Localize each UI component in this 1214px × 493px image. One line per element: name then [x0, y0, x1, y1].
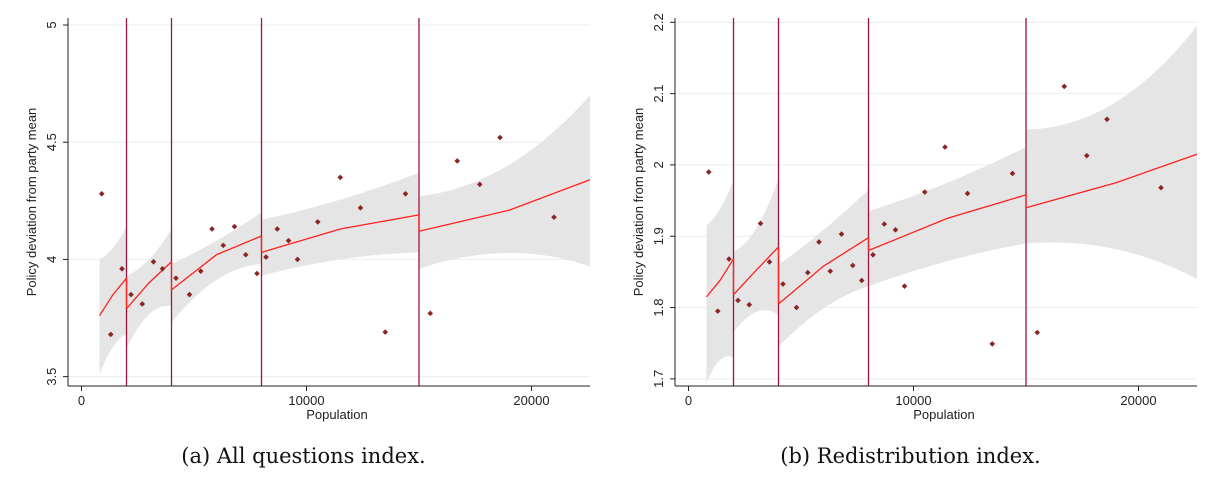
- data-point-18: [294, 256, 301, 263]
- y-axis-title: Policy deviation from party mean: [631, 108, 646, 297]
- y-tick-label-1: 4: [44, 256, 59, 263]
- x-tick-label-1: 10000: [288, 393, 324, 408]
- data-point-22: [382, 329, 389, 335]
- data-point-22: [989, 341, 996, 347]
- data-point-0: [705, 169, 712, 175]
- x-tick-label-0: 0: [78, 393, 85, 408]
- confidence-band-segment-2: [171, 212, 262, 323]
- data-point-0: [98, 190, 105, 197]
- data-point-16: [274, 226, 281, 232]
- y-tick-label-4: 2.1: [651, 85, 666, 103]
- data-point-25: [454, 158, 461, 164]
- y-tick-label-1: 1.8: [651, 299, 666, 317]
- y-axis-title: Policy deviation from party mean: [24, 108, 39, 297]
- data-point-26: [476, 181, 483, 188]
- y-tick-label-3: 5: [44, 21, 59, 28]
- confidence-band-segment-4: [1026, 25, 1197, 280]
- y-tick-label-0: 3.5: [44, 368, 59, 386]
- data-point-7: [173, 275, 179, 281]
- data-point-26: [1083, 152, 1090, 159]
- data-point-27: [497, 134, 503, 141]
- chart-redistribution: 0 10000 20000 1.7 1.8 1.9 2 2.1 2.2 Population Pol…: [631, 13, 1198, 422]
- data-point-6: [159, 266, 166, 272]
- x-tick-label-0: 0: [685, 393, 692, 408]
- data-point-4: [139, 301, 146, 307]
- data-point-28: [551, 214, 557, 221]
- panel-redistribution: 0 10000 20000 1.7 1.8 1.9 2 2.1 2.2 Population Pol…: [607, 0, 1214, 493]
- confidence-band-segment-3: [868, 147, 1026, 287]
- data-point-11: [220, 242, 227, 249]
- data-point-17: [285, 237, 292, 244]
- confidence-band-segment-1: [733, 179, 779, 333]
- x-tick-label-1: 10000: [895, 393, 931, 408]
- data-point-25: [1061, 83, 1068, 90]
- x-tick-label-2: 20000: [1120, 393, 1156, 408]
- data-point-8: [186, 291, 193, 298]
- confidence-band-segment-2: [778, 189, 869, 347]
- panel-all-questions: 0 10000 20000 3.5 4 4.5 5 Population Policy devi…: [24, 18, 591, 468]
- data-point-21: [357, 205, 364, 211]
- fit-line-segment-0: [705, 258, 735, 298]
- data-point-1: [107, 331, 114, 338]
- chart-all-questions: 0 10000 20000 3.5 4 4.5 5 Population Policy devi…: [24, 18, 591, 422]
- data-point-28: [1158, 184, 1164, 191]
- fit-line-segment-3: [261, 214, 420, 254]
- y-tick-label-3: 2: [651, 161, 666, 168]
- y-tick-label-0: 1.7: [651, 370, 666, 388]
- fit-line-segment-3: [868, 194, 1027, 252]
- fit-line-segment-2: [778, 237, 869, 305]
- y-tick-label-2: 4.5: [44, 133, 59, 151]
- data-point-23: [402, 190, 409, 197]
- data-point-13: [242, 251, 249, 258]
- data-point-19: [314, 219, 321, 225]
- data-point-15: [263, 254, 269, 260]
- fit-line-segment-0: [98, 277, 128, 317]
- fit-line-segment-1: [733, 246, 779, 296]
- data-point-17: [892, 227, 899, 233]
- data-point-5: [150, 258, 157, 265]
- confidence-band-segment-0: [99, 226, 127, 375]
- data-point-24: [1034, 329, 1041, 336]
- data-point-20: [337, 174, 344, 181]
- fit-line-segment-2: [171, 235, 262, 291]
- x-axis-title: Population: [306, 407, 367, 422]
- data-point-3: [128, 291, 134, 298]
- confidence-band-segment-1: [126, 228, 172, 349]
- data-point-2: [119, 266, 125, 272]
- data-point-15: [870, 251, 876, 258]
- data-point-24: [427, 310, 434, 317]
- data-point-20: [942, 144, 948, 150]
- caption-redistribution: (b) Redistribution index.: [780, 444, 1041, 468]
- caption-all-questions: (a) All questions index.: [181, 444, 426, 468]
- x-tick-label-2: 20000: [513, 393, 549, 408]
- fit-line-segment-4: [418, 179, 591, 232]
- data-point-14: [254, 270, 260, 277]
- fit-line-segment-4: [1025, 153, 1198, 209]
- data-point-9: [197, 268, 204, 274]
- data-point-10: [209, 226, 215, 232]
- data-point-12: [231, 223, 238, 230]
- x-axis-title: Population: [913, 407, 974, 422]
- data-point-27: [1104, 116, 1110, 123]
- data-point-18: [901, 283, 908, 289]
- confidence-band-segment-0: [706, 180, 734, 383]
- y-tick-label-2: 1.9: [651, 227, 666, 245]
- confidence-band-segment-3: [261, 172, 419, 276]
- y-tick-label-5: 2.2: [651, 13, 666, 31]
- confidence-band-segment-4: [419, 95, 590, 269]
